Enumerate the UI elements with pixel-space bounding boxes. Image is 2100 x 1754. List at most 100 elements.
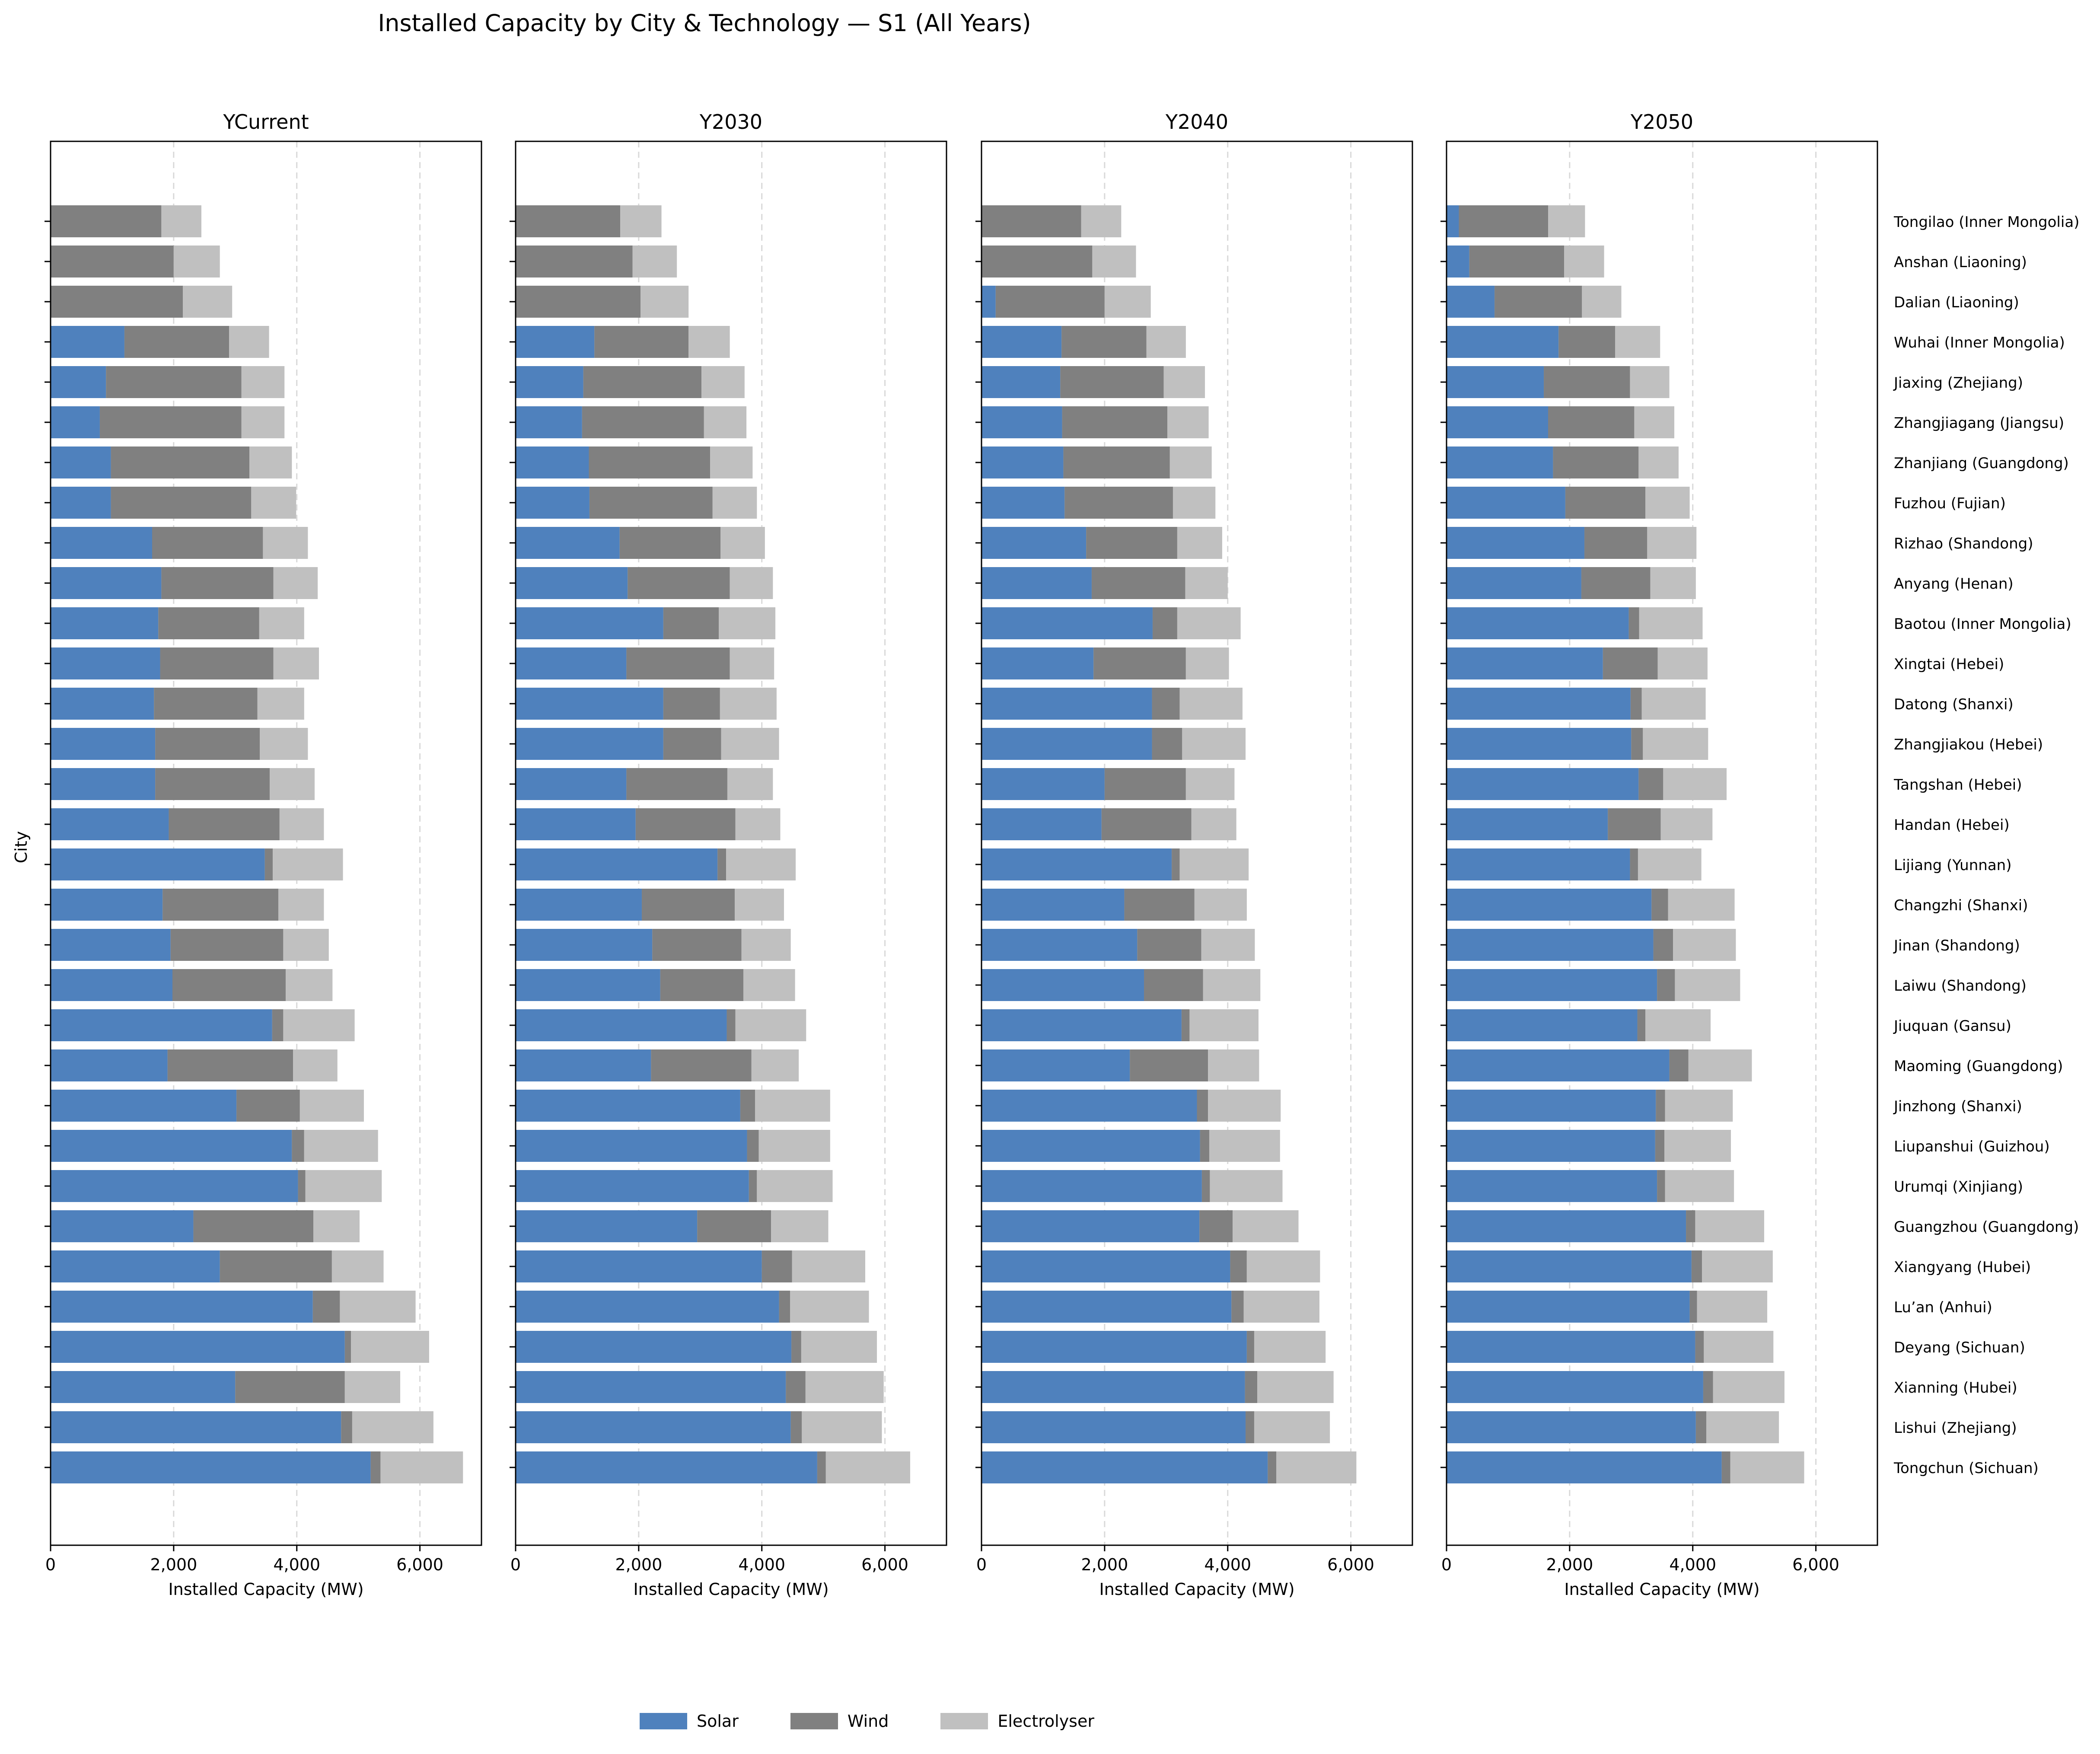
bar-solar-y2050-22 xyxy=(1447,1090,1656,1122)
bar-solar-y2050-30 xyxy=(1447,1411,1696,1443)
city-label-deyang-sichuan: Deyang (Sichuan) xyxy=(1894,1339,2025,1356)
bar-solar-y2050-17 xyxy=(1447,889,1652,921)
bar-solar-y2030-27 xyxy=(516,1291,779,1323)
bar-wind-y2030-5 xyxy=(582,406,704,438)
bar-solar-ycurrent-3 xyxy=(51,326,124,358)
city-label-laiwu-shandong: Laiwu (Shandong) xyxy=(1894,977,2027,995)
bar-wind-y2040-22 xyxy=(1197,1090,1208,1122)
city-label-datong-shanxi: Datong (Shanxi) xyxy=(1894,696,2014,713)
bar-electrolyser-y2040-25 xyxy=(1233,1210,1299,1242)
bar-wind-ycurrent-8 xyxy=(152,527,263,559)
bar-solar-y2030-17 xyxy=(516,889,642,921)
bar-electrolyser-y2030-29 xyxy=(805,1371,884,1403)
bar-wind-y2030-16 xyxy=(717,848,727,880)
x-tick-label-0: 0 xyxy=(45,1555,56,1574)
bar-wind-y2050-10 xyxy=(1628,607,1639,639)
bar-wind-y2050-7 xyxy=(1565,487,1646,519)
bar-wind-y2040-28 xyxy=(1246,1331,1254,1363)
bar-electrolyser-y2040-23 xyxy=(1209,1130,1280,1162)
bar-wind-y2040-24 xyxy=(1201,1170,1210,1202)
city-label-baotou-inner-mongolia: Baotou (Inner Mongolia) xyxy=(1894,615,2071,633)
bar-electrolyser-y2050-16 xyxy=(1638,848,1702,880)
bar-wind-y2040-18 xyxy=(1137,929,1201,961)
bar-electrolyser-y2030-17 xyxy=(735,889,784,921)
legend-label-solar: Solar xyxy=(697,1712,739,1731)
bar-solar-y2050-23 xyxy=(1447,1130,1655,1162)
city-label-wuhai-inner-mongolia: Wuhai (Inner Mongolia) xyxy=(1894,334,2065,351)
bar-electrolyser-ycurrent-14 xyxy=(270,768,315,800)
bar-wind-ycurrent-18 xyxy=(170,929,284,961)
bar-wind-y2040-9 xyxy=(1091,567,1185,599)
x-tick-label-2: 4,000 xyxy=(273,1555,320,1574)
bar-wind-ycurrent-9 xyxy=(161,567,274,599)
bar-wind-y2030-17 xyxy=(641,889,735,921)
bar-wind-y2040-6 xyxy=(1063,446,1170,478)
bar-electrolyser-ycurrent-29 xyxy=(344,1371,400,1403)
bar-electrolyser-y2050-0 xyxy=(1548,205,1585,237)
bar-electrolyser-ycurrent-0 xyxy=(161,205,201,237)
bar-wind-y2030-3 xyxy=(594,326,689,358)
bar-electrolyser-y2050-19 xyxy=(1675,969,1740,1001)
bar-wind-y2030-22 xyxy=(740,1090,755,1122)
bar-electrolyser-y2040-14 xyxy=(1185,768,1235,800)
legend-item-electrolyser: Electrolyser xyxy=(940,1712,1094,1731)
bar-electrolyser-ycurrent-8 xyxy=(263,527,308,559)
bar-solar-y2040-8 xyxy=(981,527,1087,559)
panel-y2050: Y2050 0 2,000 4,000 6,000 Installed Capacity … xyxy=(1440,110,1878,1599)
bar-wind-y2050-2 xyxy=(1495,286,1582,318)
bar-solar-y2030-5 xyxy=(516,406,582,438)
legend-swatch-solar xyxy=(640,1713,687,1729)
bar-wind-y2030-4 xyxy=(583,366,702,398)
bar-solar-ycurrent-13 xyxy=(51,728,156,760)
bar-solar-y2040-6 xyxy=(981,446,1064,478)
bar-electrolyser-y2030-11 xyxy=(730,647,774,679)
bar-wind-y2040-20 xyxy=(1181,1009,1190,1041)
bar-wind-y2050-21 xyxy=(1669,1049,1689,1081)
bar-solar-y2030-28 xyxy=(516,1331,792,1363)
panel-title-y2040: Y2040 xyxy=(1165,110,1228,134)
bar-electrolyser-y2030-28 xyxy=(801,1331,877,1363)
bar-electrolyser-y2050-10 xyxy=(1639,607,1703,639)
bar-wind-y2050-4 xyxy=(1544,366,1630,398)
bar-wind-y2030-21 xyxy=(651,1049,752,1081)
bar-solar-y2040-25 xyxy=(981,1210,1200,1242)
bar-wind-y2030-9 xyxy=(628,567,730,599)
bar-wind-y2050-24 xyxy=(1657,1170,1665,1202)
bar-wind-y2040-13 xyxy=(1152,728,1182,760)
bar-electrolyser-ycurrent-4 xyxy=(241,366,285,398)
bar-electrolyser-ycurrent-13 xyxy=(260,728,308,760)
bar-electrolyser-y2040-17 xyxy=(1194,889,1247,921)
panels-layer: YCurrent 0 2,000 4,000 6,000 Installed Capaci… xyxy=(45,110,1878,1599)
bar-electrolyser-y2040-7 xyxy=(1173,487,1216,519)
city-label-lu-an-anhui: Lu’an (Anhui) xyxy=(1894,1299,1992,1316)
bar-solar-y2050-31 xyxy=(1447,1451,1722,1483)
city-label-maoming-guangdong: Maoming (Guangdong) xyxy=(1894,1058,2063,1075)
city-label-guangzhou-guangdong: Guangzhou (Guangdong) xyxy=(1894,1218,2079,1236)
bar-electrolyser-y2040-22 xyxy=(1208,1090,1281,1122)
x-tick-label-2: 4,000 xyxy=(1669,1555,1716,1574)
bar-electrolyser-ycurrent-27 xyxy=(340,1291,416,1323)
bar-solar-y2050-1 xyxy=(1447,246,1469,277)
bar-solar-y2040-22 xyxy=(981,1090,1197,1122)
bar-wind-y2040-5 xyxy=(1062,406,1168,438)
bar-electrolyser-y2050-25 xyxy=(1695,1210,1764,1242)
bar-solar-y2050-13 xyxy=(1447,728,1632,760)
bar-electrolyser-y2040-8 xyxy=(1177,527,1222,559)
bar-wind-y2050-0 xyxy=(1459,205,1549,237)
bar-electrolyser-y2030-0 xyxy=(620,205,662,237)
bar-solar-ycurrent-7 xyxy=(51,487,111,519)
bar-wind-ycurrent-25 xyxy=(193,1210,314,1242)
bar-electrolyser-y2050-3 xyxy=(1615,326,1660,358)
bar-electrolyser-y2040-21 xyxy=(1208,1049,1259,1081)
bar-wind-y2050-19 xyxy=(1657,969,1675,1001)
bar-wind-y2040-21 xyxy=(1130,1049,1208,1081)
bar-wind-y2050-17 xyxy=(1651,889,1668,921)
bar-solar-y2050-20 xyxy=(1447,1009,1638,1041)
bar-wind-y2030-2 xyxy=(516,286,641,318)
bar-electrolyser-y2030-20 xyxy=(735,1009,806,1041)
x-tick-label-1: 2,000 xyxy=(1081,1555,1128,1574)
city-label-xianning-hubei: Xianning (Hubei) xyxy=(1894,1379,2017,1397)
city-label-dalian-liaoning: Dalian (Liaoning) xyxy=(1894,294,2019,311)
bar-wind-y2050-11 xyxy=(1603,647,1658,679)
